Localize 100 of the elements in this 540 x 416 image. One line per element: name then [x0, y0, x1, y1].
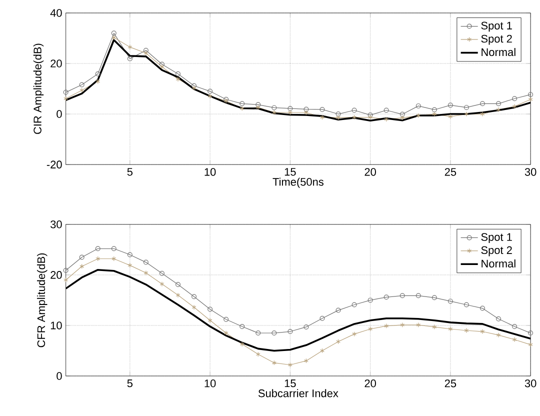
- point: [192, 304, 196, 310]
- y-tick-label: -20: [46, 160, 62, 168]
- point: [79, 82, 84, 88]
- point: [256, 105, 260, 110]
- point: [512, 104, 517, 109]
- point: [352, 108, 357, 113]
- point: [352, 302, 357, 308]
- point: [208, 88, 213, 94]
- point: [336, 339, 340, 344]
- point: [144, 50, 148, 56]
- point: [240, 324, 245, 330]
- point: [224, 316, 229, 322]
- x-tick-label: 15: [284, 168, 296, 176]
- point: [400, 293, 405, 298]
- point: [352, 114, 356, 120]
- legend-label: Normal: [482, 259, 516, 268]
- point: [144, 270, 148, 276]
- point: [127, 252, 132, 258]
- point: [176, 292, 180, 298]
- point: [288, 106, 293, 112]
- point: [464, 105, 469, 110]
- x-tick-label: 20: [364, 380, 376, 388]
- point: [304, 106, 309, 112]
- point: [256, 330, 261, 336]
- point: [496, 107, 501, 112]
- point: [384, 294, 389, 300]
- point: [480, 329, 485, 334]
- point: [288, 329, 293, 334]
- point: [111, 30, 116, 36]
- x-tick-label: 20: [364, 168, 376, 176]
- point: [496, 332, 501, 338]
- point: [240, 101, 245, 106]
- point: [320, 316, 325, 321]
- point: [96, 79, 100, 84]
- point: [400, 322, 405, 328]
- point: [512, 324, 518, 330]
- point: [464, 302, 469, 308]
- point: [336, 115, 340, 120]
- point: [320, 114, 324, 120]
- point: [240, 342, 244, 347]
- x-tick-label: 15: [284, 380, 296, 388]
- point: [448, 102, 453, 108]
- y-tick-label: 20: [50, 271, 62, 279]
- y-tick-label: 20: [50, 60, 62, 68]
- point: [384, 108, 389, 113]
- point: [128, 262, 132, 268]
- point: [176, 282, 180, 288]
- x-tick-label: 30: [524, 380, 536, 388]
- point: [400, 115, 405, 120]
- point: [432, 107, 437, 112]
- point: [480, 306, 485, 311]
- point: [160, 64, 164, 70]
- point: [272, 110, 276, 116]
- x-axis-title: Time(50ns: [272, 178, 324, 188]
- point: [496, 101, 502, 106]
- point: [208, 94, 212, 99]
- y-tick-label: 10: [50, 322, 62, 330]
- point: [272, 360, 276, 366]
- legend-label: Spot 2: [481, 34, 512, 45]
- point: [496, 316, 502, 322]
- x-axis-title: Subcarrier Index: [258, 389, 338, 398]
- point: [80, 88, 84, 93]
- point: [448, 326, 453, 332]
- point: [176, 71, 180, 76]
- point: [432, 324, 437, 330]
- x-tick-label: 25: [444, 168, 456, 176]
- point: [464, 328, 469, 334]
- point: [256, 352, 260, 357]
- point: [80, 264, 84, 269]
- point: [159, 270, 164, 276]
- point: [272, 330, 277, 336]
- point: [192, 83, 197, 88]
- point: [192, 86, 196, 91]
- x-tick-label: 10: [204, 380, 216, 388]
- point: [512, 96, 518, 102]
- point: [432, 295, 437, 300]
- point: [224, 330, 228, 336]
- point: [143, 48, 148, 53]
- point: [112, 35, 116, 40]
- point: [159, 62, 164, 67]
- point: [320, 348, 324, 354]
- point: [304, 324, 309, 330]
- point: [272, 105, 277, 110]
- point: [111, 246, 116, 252]
- point: [480, 101, 485, 106]
- y-tick-label: 0: [56, 110, 62, 118]
- x-tick-label: 30: [524, 168, 536, 176]
- point: [288, 110, 292, 116]
- point: [95, 246, 100, 252]
- legend-label: Spot 1: [481, 22, 512, 32]
- point: [448, 298, 453, 304]
- point: [400, 112, 405, 117]
- point: [432, 112, 437, 117]
- y-tick-label: 40: [50, 9, 62, 17]
- point: [240, 106, 244, 112]
- point: [368, 326, 373, 332]
- point: [464, 112, 469, 117]
- point: [192, 294, 197, 300]
- y-tick-label: 30: [50, 220, 62, 228]
- point: [143, 260, 148, 265]
